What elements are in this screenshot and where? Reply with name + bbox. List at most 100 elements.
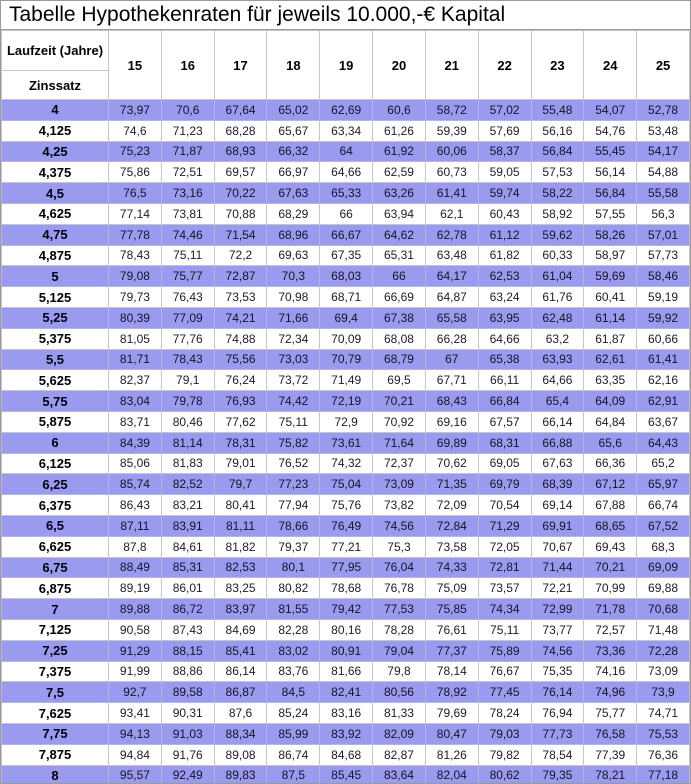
- cell-6,875-18: 80,82: [266, 577, 321, 600]
- cell-4,25-21: 60,06: [424, 140, 479, 163]
- cell-5,25-18: 71,66: [266, 306, 321, 329]
- cell-6-17: 78,31: [213, 431, 268, 454]
- cell-4,125-18: 65,67: [266, 119, 321, 142]
- cell-6,375-21: 72,09: [424, 494, 479, 516]
- cell-8-23: 79,35: [530, 764, 585, 783]
- cell-6,375-23: 69,14: [530, 494, 585, 516]
- cell-5-18: 70,3: [266, 265, 321, 288]
- cell-6,125-15: 85,06: [108, 452, 162, 475]
- row-label-zinssatz: 6,375: [1, 494, 109, 516]
- cell-4-18: 65,02: [266, 99, 321, 121]
- cell-4,125-17: 68,28: [213, 119, 268, 142]
- cell-4-17: 67,64: [213, 99, 268, 121]
- cell-7-17: 83,97: [213, 598, 268, 620]
- cell-4-25: 52,78: [636, 99, 690, 121]
- col-header-22: 22: [477, 30, 532, 100]
- cell-7,5-21: 78,92: [424, 681, 479, 704]
- cell-5,75-20: 70,21: [372, 390, 426, 412]
- cell-4,125-19: 63,34: [319, 119, 374, 142]
- cell-7,5-16: 89,58: [160, 681, 215, 704]
- col-header-19: 19: [319, 30, 374, 100]
- row-label-zinssatz: 4,5: [1, 182, 109, 204]
- table-row-rate-5,875: 5,875 83,71 80,46 77,62 75,11 72,9 70,92 69,16 6…: [1, 410, 690, 433]
- cell-8-22: 80,62: [477, 764, 532, 783]
- cell-5,375-23: 63,2: [530, 327, 585, 350]
- table-row-rate-7,625: 7,625 93,41 90,31 87,6 85,24 83,16 81,33 79,69 7…: [1, 702, 690, 724]
- cell-7,75-22: 79,03: [477, 722, 532, 745]
- cell-7,875-19: 84,68: [319, 743, 374, 766]
- table-row-rate-5: 5 79,08 75,77 72,87 70,3 68,03 66 64,17 62,53 61,…: [1, 265, 690, 288]
- cell-6,25-21: 71,35: [424, 473, 479, 496]
- cell-4,5-25: 55,58: [636, 182, 690, 204]
- cell-7,25-22: 75,89: [477, 639, 532, 662]
- table-row-rate-4,375: 4,375 75,86 72,51 69,57 66,97 64,66 62,59 60,73…: [1, 161, 690, 184]
- table-row-rate-7,5: 7,5 92,7 89,58 86,87 84,5 82,41 80,56 78,92 77,4…: [1, 681, 690, 704]
- table-row-rate-6,5: 6,5 87,11 83,91 81,11 78,66 76,49 74,56 72,84 71…: [1, 514, 690, 537]
- cell-6-15: 84,39: [108, 431, 162, 454]
- cell-4,75-20: 64,62: [372, 223, 426, 246]
- cell-6,25-16: 82,52: [160, 473, 215, 496]
- cell-7,625-23: 76,94: [530, 702, 585, 724]
- col-header-16: 16: [160, 30, 215, 100]
- cell-5-21: 64,17: [424, 265, 479, 288]
- cell-4,375-15: 75,86: [108, 161, 162, 184]
- cell-6-24: 65,6: [583, 431, 638, 454]
- cell-5,125-21: 64,87: [424, 286, 479, 308]
- cell-8-25: 77,18: [636, 764, 690, 783]
- cell-7,75-15: 94,13: [108, 722, 162, 745]
- cell-4,625-22: 60,43: [477, 202, 532, 225]
- cell-4,625-17: 70,88: [213, 202, 268, 225]
- cell-5,25-22: 63,95: [477, 306, 532, 329]
- cell-4,75-21: 62,78: [424, 223, 479, 246]
- cell-4,875-15: 78,43: [108, 244, 162, 267]
- cell-6,75-20: 76,04: [372, 556, 426, 579]
- cell-4,125-22: 57,69: [477, 119, 532, 142]
- cell-5,375-16: 77,76: [160, 327, 215, 350]
- cell-4,125-15: 74,6: [108, 119, 162, 142]
- cell-7,75-19: 83,92: [319, 722, 374, 745]
- cell-5,125-19: 68,71: [319, 286, 374, 308]
- cell-7,25-17: 85,41: [213, 639, 268, 662]
- cell-5,875-25: 63,67: [636, 410, 690, 433]
- cell-5,25-19: 69,4: [319, 306, 374, 329]
- cell-5,625-15: 82,37: [108, 369, 162, 392]
- cell-4,75-19: 66,67: [319, 223, 374, 246]
- col-header-24: 24: [583, 30, 638, 100]
- cell-4,375-22: 59,05: [477, 161, 532, 184]
- cell-4,25-25: 54,17: [636, 140, 690, 163]
- cell-7,5-19: 82,41: [319, 681, 374, 704]
- cell-4,375-20: 62,59: [372, 161, 426, 184]
- cell-7,5-17: 86,87: [213, 681, 268, 704]
- row-label-zinssatz: 5,625: [1, 369, 109, 392]
- cell-4,375-25: 54,88: [636, 161, 690, 184]
- cell-5-19: 68,03: [319, 265, 374, 288]
- cell-5,875-16: 80,46: [160, 410, 215, 433]
- cell-6,375-24: 67,88: [583, 494, 638, 516]
- cell-5,25-20: 67,38: [372, 306, 426, 329]
- table-header: Laufzeit (Jahre) 15 16 17 18 19 20 21 22 23 24 25 …: [1, 30, 690, 100]
- cell-4,375-18: 66,97: [266, 161, 321, 184]
- cell-5,625-23: 64,66: [530, 369, 585, 392]
- cell-5,375-24: 61,87: [583, 327, 638, 350]
- cell-5,375-21: 66,28: [424, 327, 479, 350]
- row-label-zinssatz: 5,75: [1, 390, 109, 412]
- table-row-rate-6,625: 6,625 87,8 84,61 81,82 79,37 77,21 75,3 73,58 72…: [1, 535, 690, 558]
- cell-4,875-17: 72,2: [213, 244, 268, 267]
- cell-6,875-19: 78,68: [319, 577, 374, 600]
- cell-4,25-23: 56,84: [530, 140, 585, 163]
- cell-4,875-24: 58,97: [583, 244, 638, 267]
- cell-4,125-20: 61,26: [372, 119, 426, 142]
- cell-6,625-19: 77,21: [319, 535, 374, 558]
- cell-4,5-22: 59,74: [477, 182, 532, 204]
- cell-6,625-15: 87,8: [108, 535, 162, 558]
- cell-7-25: 70,68: [636, 598, 690, 620]
- cell-7,25-25: 72,28: [636, 639, 690, 662]
- cell-6,5-20: 74,56: [372, 514, 426, 537]
- table-row-rate-6,375: 6,375 86,43 83,21 80,41 77,94 75,76 73,82 72,09…: [1, 494, 690, 516]
- row-label-zinssatz: 4,625: [1, 202, 109, 225]
- cell-4,125-25: 53,48: [636, 119, 690, 142]
- cell-7-15: 89,88: [108, 598, 162, 620]
- cell-6,875-25: 69,88: [636, 577, 690, 600]
- cell-5,75-22: 66,84: [477, 390, 532, 412]
- cell-6-23: 66,88: [530, 431, 585, 454]
